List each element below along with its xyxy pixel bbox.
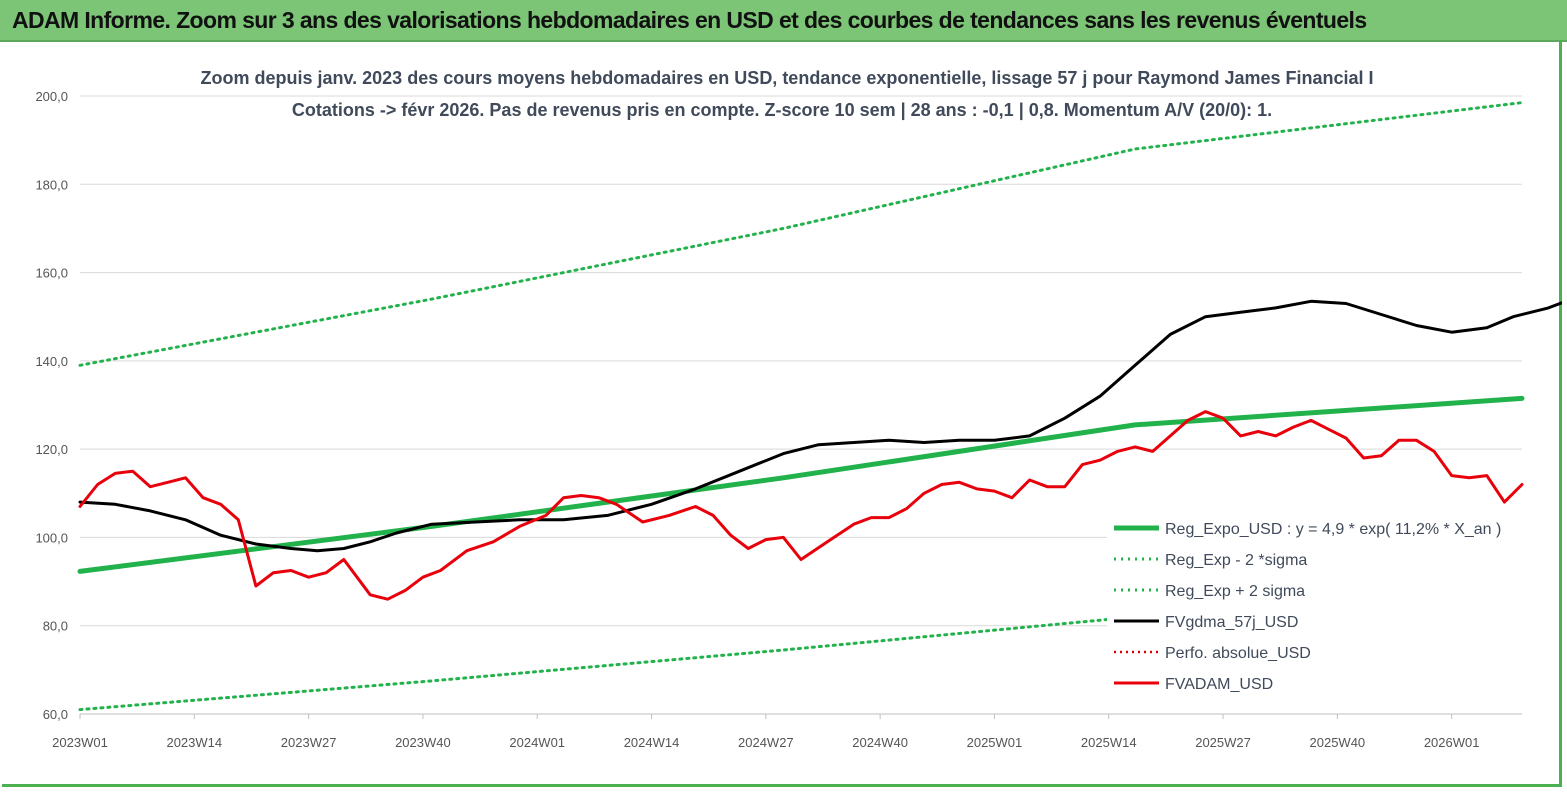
y-tick-label: 100,0 xyxy=(35,530,68,545)
y-tick-label: 180,0 xyxy=(35,177,68,192)
x-tick-label: 2025W27 xyxy=(1195,735,1251,750)
y-tick-label: 120,0 xyxy=(35,442,68,457)
x-tick-label: 2023W27 xyxy=(281,735,337,750)
y-tick-label: 60,0 xyxy=(43,707,68,722)
x-tick-label: 2026W01 xyxy=(1424,735,1480,750)
report-title: ADAM Informe. Zoom sur 3 ans des valoris… xyxy=(12,7,1367,33)
x-tick-label: 2025W40 xyxy=(1310,735,1366,750)
series-line-3 xyxy=(78,299,1562,553)
legend: Reg_Expo_USD : y = 4,9 * exp( 11,2% * X_… xyxy=(1114,521,1501,693)
y-tick-label: 160,0 xyxy=(35,266,68,281)
legend-background xyxy=(1107,509,1527,697)
series-line-0 xyxy=(77,395,1525,574)
header-banner: ADAM Informe. Zoom sur 3 ans des valoris… xyxy=(0,0,1567,42)
legend-label: FVgdma_57j_USD xyxy=(1165,614,1298,631)
legend-label: Reg_Exp - 2 *sigma xyxy=(1165,552,1307,569)
series-line-1 xyxy=(78,593,1524,712)
chart-title: Zoom depuis janv. 2023 des cours moyens … xyxy=(200,68,1373,88)
x-tick-label: 2024W14 xyxy=(624,735,680,750)
x-tick-label: 2025W14 xyxy=(1081,735,1137,750)
y-tick-label: 200,0 xyxy=(35,89,68,104)
legend-label: Reg_Exp + 2 sigma xyxy=(1165,583,1305,600)
x-tick-label: 2024W40 xyxy=(852,735,908,750)
x-tick-label: 2025W01 xyxy=(967,735,1023,750)
legend-label: Reg_Expo_USD : y = 4,9 * exp( 11,2% * X_… xyxy=(1165,521,1501,538)
grid-lines xyxy=(80,95,1522,715)
y-axis-ticks: 60,0 80,0 100,0 120,0 140,0 160,0 180,0 200,0 xyxy=(35,89,68,722)
x-tick-label: 2023W40 xyxy=(395,735,451,750)
x-tick-label: 2023W14 xyxy=(166,735,222,750)
chart-svg: 60,0 80,0 100,0 120,0 140,0 160,0 180,0 200,0 2… xyxy=(35,68,1562,750)
legend-label: Perfo. absolue_USD xyxy=(1165,645,1311,662)
y-tick-label: 80,0 xyxy=(43,619,68,634)
chart-frame: 60,0 80,0 100,0 120,0 140,0 160,0 180,0 200,0 2… xyxy=(2,42,1562,787)
legend-label: FVADAM_USD xyxy=(1165,676,1273,693)
series-line-2 xyxy=(78,101,1524,367)
x-tick-label: 2024W01 xyxy=(509,735,565,750)
x-tick-label: 2024W27 xyxy=(738,735,794,750)
x-tick-label: 2023W01 xyxy=(52,735,108,750)
y-tick-label: 140,0 xyxy=(35,354,68,369)
series-layer xyxy=(77,101,1562,712)
series-line-5 xyxy=(78,410,1524,601)
x-axis-ticks: 2023W01 2023W14 2023W27 2023W40 2024W01 2024W… xyxy=(52,714,1479,750)
chart-subtitle: Cotations -> févr 2026. Pas de revenus p… xyxy=(292,100,1272,120)
